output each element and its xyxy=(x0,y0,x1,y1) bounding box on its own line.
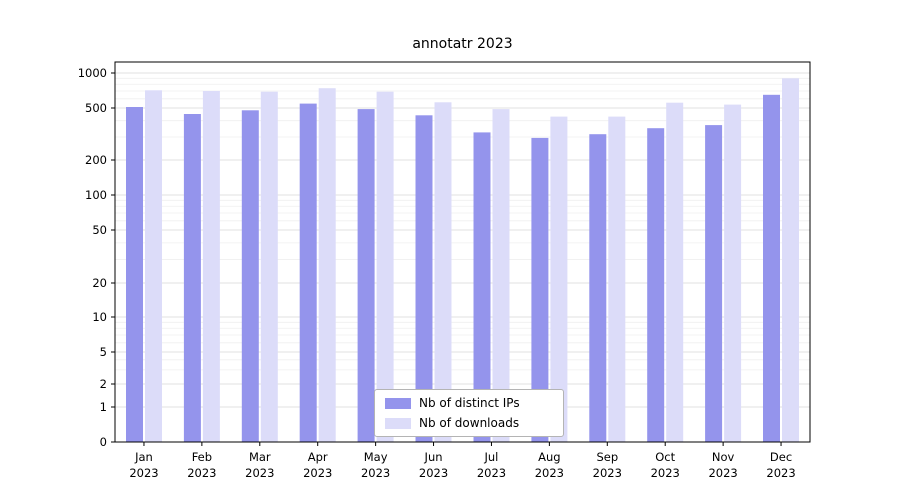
bar-downloads-jun xyxy=(434,102,452,443)
bar-distinct-ips-feb xyxy=(183,114,201,442)
y-tick-label: 50 xyxy=(92,223,107,237)
bar-distinct-ips-aug xyxy=(531,137,549,442)
x-tick-label-mar: Mar 2023 xyxy=(245,450,274,480)
x-tick-label-jun: Jun 2023 xyxy=(419,450,448,480)
legend-label-distinct-ips: Nb of distinct IPs xyxy=(419,396,520,410)
bar-downloads-dec xyxy=(782,78,799,443)
x-tick-label-may: May 2023 xyxy=(361,450,390,480)
x-tick-label-oct: Oct 2023 xyxy=(651,450,680,480)
y-tick-label: 0 xyxy=(100,435,107,449)
bar-distinct-ips-dec xyxy=(763,94,780,443)
bar-distinct-ips-jun xyxy=(415,115,433,443)
bar-downloads-feb xyxy=(202,91,220,442)
y-tick-label: 10 xyxy=(92,310,107,324)
y-tick-label: 100 xyxy=(85,188,107,202)
bar-downloads-jan xyxy=(145,90,162,443)
x-tick-label-nov: Nov 2023 xyxy=(708,450,737,480)
bar-distinct-ips-jul xyxy=(473,132,491,442)
bar-downloads-nov xyxy=(724,104,742,442)
y-tick-label: 1 xyxy=(100,400,107,414)
legend-swatch-distinct-ips xyxy=(385,397,411,409)
y-tick-label: 1000 xyxy=(78,66,107,80)
legend-row-distinct-ips: Nb of distinct IPs xyxy=(385,396,553,410)
bar-distinct-ips-apr xyxy=(299,103,317,442)
bar-downloads-jul xyxy=(492,109,510,442)
bar-downloads-may xyxy=(376,91,394,442)
x-tick-label-apr: Apr 2023 xyxy=(303,450,332,480)
legend: Nb of distinct IPs Nb of downloads xyxy=(374,389,564,437)
bar-distinct-ips-mar xyxy=(241,110,259,443)
legend-swatch-downloads xyxy=(385,417,411,429)
bar-distinct-ips-may xyxy=(357,109,375,442)
legend-label-downloads: Nb of downloads xyxy=(419,416,520,430)
bar-downloads-oct xyxy=(666,102,684,442)
legend-row-downloads: Nb of downloads xyxy=(385,416,553,430)
bar-distinct-ips-oct xyxy=(647,128,665,442)
bar-downloads-aug xyxy=(550,116,568,442)
bar-distinct-ips-nov xyxy=(705,125,723,442)
bar-distinct-ips-sep xyxy=(589,134,607,442)
bar-downloads-sep xyxy=(608,116,626,442)
y-tick-label: 5 xyxy=(100,345,107,359)
x-tick-label-jul: Jul 2023 xyxy=(477,450,506,480)
y-tick-label: 200 xyxy=(85,153,107,167)
bar-downloads-apr xyxy=(318,88,336,442)
y-tick-label: 2 xyxy=(100,377,107,391)
x-tick-label-aug: Aug 2023 xyxy=(535,450,564,480)
y-tick-label: 500 xyxy=(85,101,107,115)
chart-title: annotatr 2023 xyxy=(412,36,513,52)
y-tick-label: 20 xyxy=(92,276,107,290)
x-tick-label-jan: Jan 2023 xyxy=(129,450,158,480)
bar-downloads-mar xyxy=(260,91,278,442)
x-tick-label-sep: Sep 2023 xyxy=(593,450,622,480)
plot-border xyxy=(114,61,811,443)
bar-distinct-ips-jan xyxy=(126,107,143,442)
x-tick-label-dec: Dec 2023 xyxy=(766,450,795,480)
x-tick-label-feb: Feb 2023 xyxy=(187,450,216,480)
